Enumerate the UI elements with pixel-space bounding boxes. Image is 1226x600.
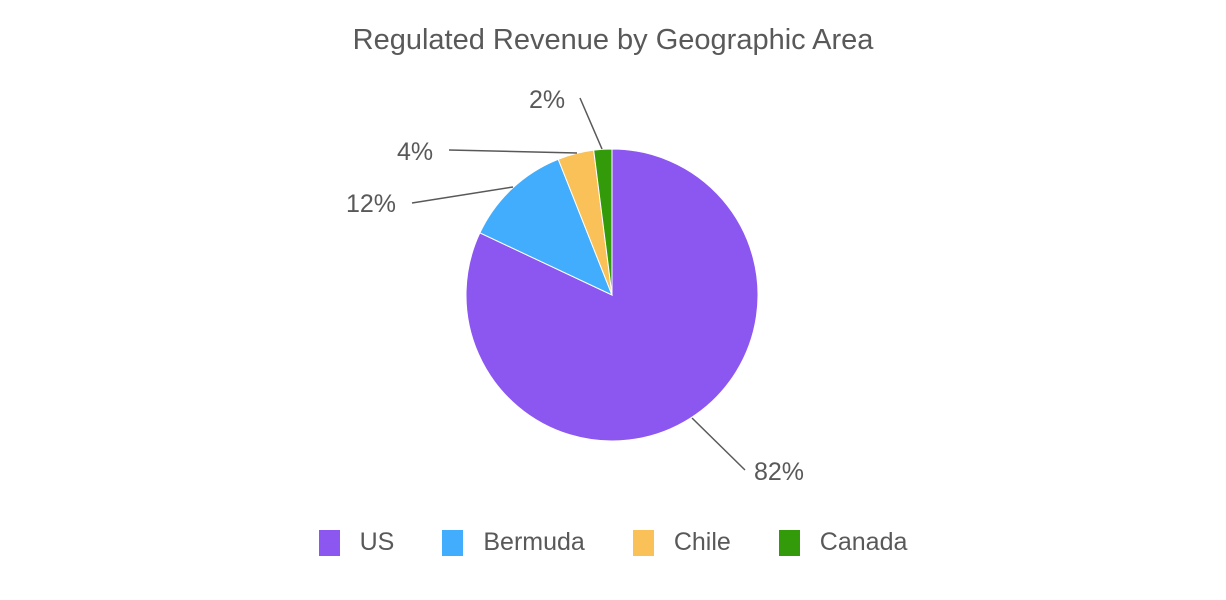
leader-line-canada	[579, 97, 603, 150]
legend-item-chile[interactable]: Chile	[632, 528, 731, 557]
legend-swatch-us	[318, 529, 340, 556]
legend-label: Chile	[673, 528, 731, 556]
leader-lines	[411, 97, 746, 471]
leader-line-us	[691, 417, 746, 471]
legend: US Bermuda Chile Canada	[0, 528, 1226, 557]
leader-line-chile	[448, 149, 578, 154]
slice-label-us: 82%	[754, 458, 804, 486]
legend-label: Canada	[819, 528, 908, 556]
chart-title: Regulated Revenue by Geographic Area	[352, 24, 874, 56]
legend-swatch-bermuda	[442, 529, 464, 556]
legend-item-bermuda[interactable]: Bermuda	[442, 528, 585, 557]
pie-slices	[465, 148, 759, 442]
pie-slice-canada[interactable]	[593, 148, 613, 296]
pie-slice-bermuda[interactable]	[479, 158, 613, 296]
legend-item-us[interactable]: US	[318, 528, 395, 557]
legend-swatch-canada	[778, 529, 800, 556]
legend-label: Bermuda	[483, 528, 585, 556]
slice-label-bermuda: 12%	[346, 190, 396, 218]
legend-item-canada[interactable]: Canada	[778, 528, 908, 557]
legend-swatch-chile	[632, 529, 654, 556]
legend-label: US	[359, 528, 395, 556]
slice-label-chile: 4%	[397, 138, 433, 166]
slice-label-canada: 2%	[529, 86, 565, 114]
leader-line-bermuda	[411, 186, 514, 204]
